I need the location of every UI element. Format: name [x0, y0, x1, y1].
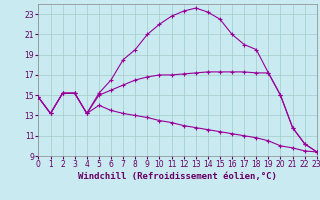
X-axis label: Windchill (Refroidissement éolien,°C): Windchill (Refroidissement éolien,°C): [78, 172, 277, 181]
